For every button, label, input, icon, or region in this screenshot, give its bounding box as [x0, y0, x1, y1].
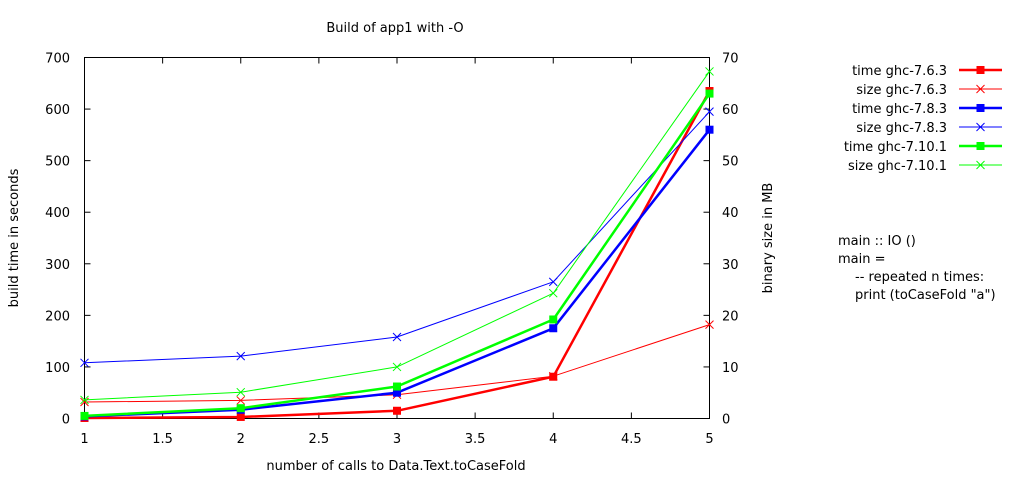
series-size-ghc-7-8-3 [80, 107, 714, 368]
legend-label: size ghc-7.8.3 [856, 121, 947, 136]
y2-tick-label: 10 [722, 361, 739, 376]
legend-swatch-marker [976, 142, 985, 150]
data-point [393, 406, 401, 415]
data-point [236, 412, 245, 421]
x-axis-label: number of calls to Data.Text.toCaseFold [266, 459, 525, 474]
y-tick-label: 700 [45, 52, 70, 67]
data-point [392, 332, 402, 342]
data-point [548, 288, 558, 298]
legend-label: time ghc-7.10.1 [844, 140, 947, 155]
y2-tick-label: 40 [722, 206, 739, 221]
annotation-line-3: -- repeated n times: [855, 270, 984, 285]
series-time-ghc-7-8-3 [80, 125, 714, 421]
y-tick-label: 500 [45, 155, 70, 170]
y-tick-label: 100 [45, 361, 70, 376]
y2-tick-label: 70 [722, 52, 739, 67]
data-point [236, 351, 246, 361]
y2-axis-label: binary size in MB [761, 183, 776, 294]
data-point [548, 277, 558, 287]
data-point [705, 125, 714, 134]
data-point [393, 382, 401, 391]
legend-label: size ghc-7.6.3 [856, 83, 947, 98]
x-tick-label: 5 [705, 432, 713, 447]
x-tick-label: 4.5 [621, 432, 642, 447]
data-point [393, 388, 401, 397]
data-point [236, 396, 246, 405]
y-tick-label: 0 [62, 413, 70, 428]
legend-swatch-marker [976, 84, 985, 94]
legend-swatch-marker [976, 122, 985, 132]
legend-item: size ghc-7.8.3 [856, 121, 1002, 136]
y-tick-label: 200 [45, 309, 70, 324]
legend-label: size ghc-7.10.1 [848, 159, 947, 174]
legend-item: time ghc-7.10.1 [844, 140, 1002, 155]
legend-label: time ghc-7.6.3 [852, 64, 947, 79]
data-point [705, 89, 714, 98]
x-tick-label: 3.5 [465, 432, 486, 447]
plot-frame [84, 57, 710, 419]
legend-item: time ghc-7.6.3 [852, 64, 1002, 79]
x-tick-label: 3 [393, 432, 401, 447]
data-point [80, 395, 89, 405]
data-point [80, 411, 89, 420]
data-point [236, 387, 246, 397]
legend-swatch-marker [976, 104, 985, 112]
data-point [705, 67, 714, 76]
series-line-time-ghc-7-8-3 [84, 128, 711, 418]
y2-tick-label: 50 [722, 155, 739, 170]
y-axis-left: 0 100 200 300 400 500 600 700 [45, 52, 91, 428]
data-point [549, 315, 558, 324]
y2-tick-label: 20 [722, 309, 739, 324]
code-annotation: main :: IO () main = -- repeated n times… [838, 234, 996, 303]
y2-tick-label: 60 [722, 103, 739, 118]
y2-tick-label: 30 [722, 258, 739, 273]
x-tick-label: 2.5 [309, 432, 330, 447]
series-time-ghc-7-10-1 [80, 89, 714, 420]
legend-swatch-marker [976, 66, 985, 74]
series-size-ghc-7-10-1 [80, 67, 714, 405]
series-line-size-ghc-7-10-1 [84, 71, 710, 401]
y2-tick-label: 0 [722, 413, 730, 428]
legend-item: size ghc-7.10.1 [848, 159, 1002, 174]
data-point [80, 358, 89, 368]
series-time-ghc-7-6-3 [80, 87, 714, 422]
data-point [392, 362, 402, 372]
y-tick-label: 600 [45, 103, 70, 118]
x-tick-label: 1.5 [152, 432, 173, 447]
y-tick-label: 300 [45, 258, 70, 273]
series-layer [80, 67, 714, 422]
series-line-time-ghc-7-6-3 [84, 90, 711, 420]
x-tick-label: 2 [237, 432, 245, 447]
legend: time ghc-7.6.3 size ghc-7.6.3 time ghc-7.8… [844, 64, 1002, 174]
y-axis-label: build time in seconds [7, 168, 22, 307]
legend-swatch-marker [976, 160, 985, 170]
series-line-size-ghc-7-8-3 [84, 111, 710, 364]
legend-label: time ghc-7.8.3 [852, 102, 947, 117]
annotation-line-2: main = [838, 252, 886, 267]
annotation-line-4: print (toCaseFold "a") [855, 288, 996, 303]
annotation-line-1: main :: IO () [838, 234, 916, 249]
chart-title: Build of app1 with -O [326, 21, 463, 36]
y-tick-label: 400 [45, 206, 70, 221]
legend-item: size ghc-7.6.3 [856, 83, 1002, 98]
x-tick-label: 1 [80, 432, 88, 447]
data-point [548, 371, 558, 381]
data-point [549, 324, 558, 333]
x-axis: 1 1.5 2 2.5 3 3.5 4 4.5 5 [80, 57, 714, 447]
data-point [705, 320, 714, 329]
y-axis-right: 0 10 20 30 40 50 60 70 [703, 52, 739, 428]
data-point [236, 404, 245, 413]
legend-item: time ghc-7.8.3 [852, 102, 1002, 117]
data-point [705, 107, 714, 117]
x-tick-label: 4 [549, 432, 557, 447]
